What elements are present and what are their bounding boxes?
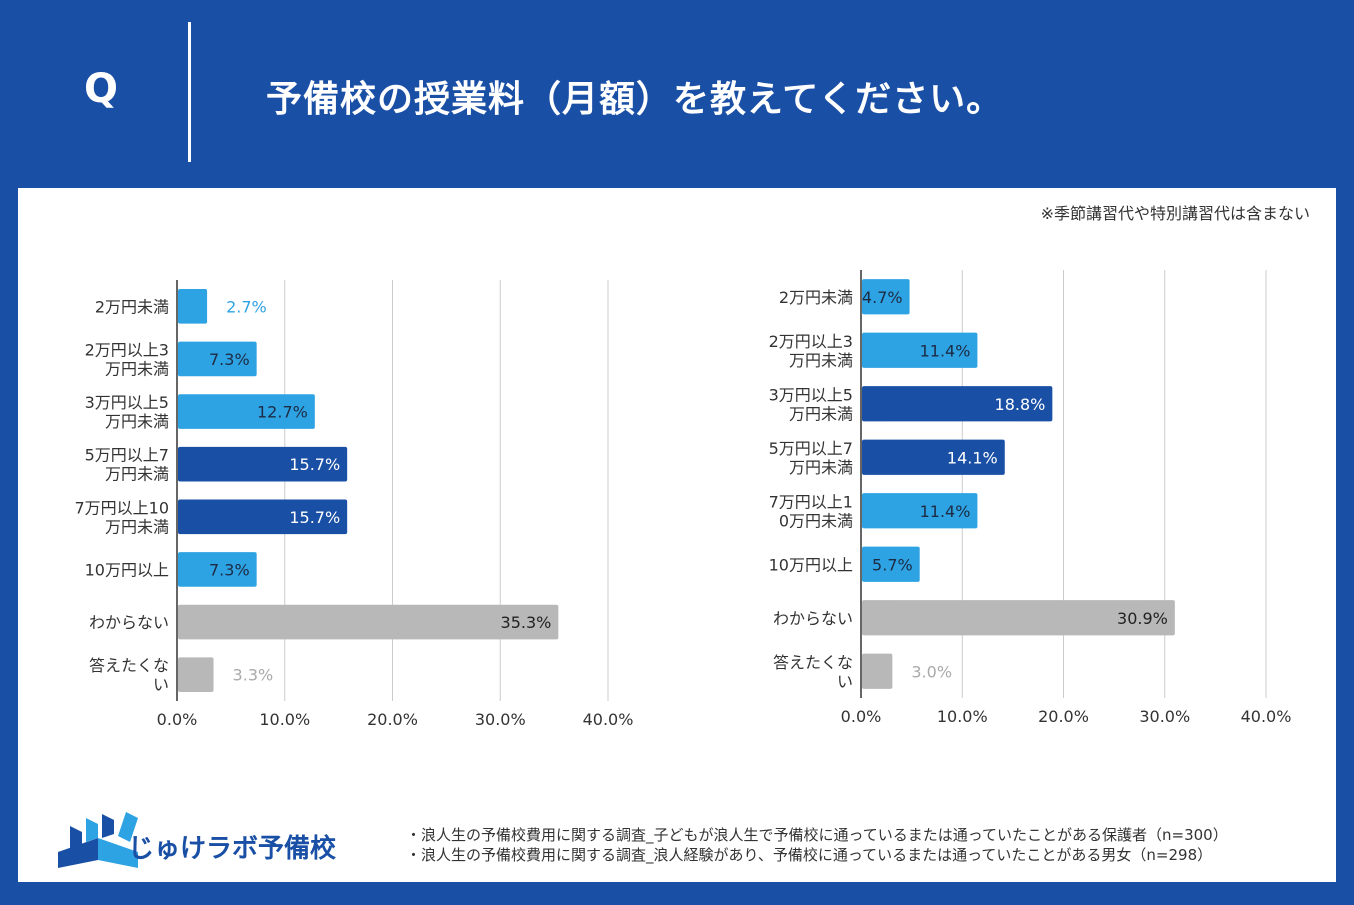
- value-label: 30.9%: [1117, 609, 1168, 628]
- category-label: 0万円未満: [779, 511, 853, 530]
- value-label: 5.7%: [872, 555, 913, 574]
- value-label: 18.8%: [995, 395, 1046, 414]
- bar: [178, 604, 559, 640]
- note-text: ※季節講習代や特別講習代は含まない: [1040, 204, 1310, 223]
- value-label: 15.7%: [289, 508, 340, 527]
- value-label: 11.4%: [920, 502, 971, 521]
- x-tick-label: 40.0%: [583, 710, 634, 729]
- x-tick-label: 20.0%: [367, 710, 418, 729]
- category-label: 万円未満: [105, 412, 169, 431]
- category-label: 5万円以上7: [85, 446, 169, 465]
- category-label: 答えたくな: [773, 653, 853, 672]
- category-label: 2万円未満: [95, 297, 169, 316]
- bar: [178, 341, 257, 377]
- bar: [862, 439, 1005, 475]
- category-label: わからない: [773, 609, 853, 628]
- chart-right: 0.0% 10.0% 20.0% 30.0% 40.0%2万円未満 4.7%2万円以上3万…: [769, 270, 1292, 726]
- value-label: 14.1%: [947, 448, 998, 467]
- bar: [178, 552, 257, 587]
- x-tick-label: 30.0%: [1139, 707, 1190, 726]
- source-line-2: ・浪人生の予備校費用に関する調査_浪人経験があり、予備校に通っているまたは通って…: [406, 846, 1213, 864]
- bar: [862, 386, 1053, 422]
- value-label: 15.7%: [289, 455, 340, 474]
- x-tick-label: 0.0%: [157, 710, 198, 729]
- header-divider: [188, 22, 191, 162]
- bar: [862, 600, 1175, 636]
- value-label: 11.4%: [920, 341, 971, 360]
- category-label: 万円未満: [105, 517, 169, 536]
- bar: [862, 653, 893, 689]
- bar: [178, 446, 348, 482]
- value-label: 12.7%: [257, 403, 308, 422]
- category-label: 万円未満: [105, 359, 169, 378]
- x-tick-label: 0.0%: [841, 707, 882, 726]
- x-tick-label: 30.0%: [475, 710, 526, 729]
- category-label: 万円未満: [789, 458, 853, 477]
- category-label: 2万円以上3: [769, 332, 853, 351]
- bar: [178, 499, 348, 535]
- x-tick-label: 20.0%: [1038, 707, 1089, 726]
- bar: [862, 332, 978, 368]
- category-label: 万円未満: [789, 404, 853, 423]
- category-label: い: [837, 672, 853, 691]
- bar: [862, 546, 920, 582]
- category-label: 3万円以上5: [85, 393, 169, 412]
- value-label: 7.3%: [209, 350, 250, 369]
- logo-text: じゅけラボ予備校: [128, 834, 337, 864]
- question-title: 予備校の授業料（月額）を教えてください。: [266, 79, 1004, 120]
- category-label: 7万円以上10: [74, 498, 169, 517]
- category-label: 答えたくな: [89, 656, 169, 675]
- category-label: い: [153, 675, 169, 694]
- bar: [862, 493, 978, 529]
- value-label: 2.7%: [226, 297, 267, 316]
- bar: [178, 394, 315, 429]
- bar: [178, 657, 214, 693]
- category-label: 2万円以上3: [85, 340, 169, 359]
- bar: [862, 279, 910, 315]
- bar: [178, 288, 208, 324]
- source-line-1: ・浪人生の予備校費用に関する調査_子どもが浪人生で予備校に通っているまたは通って…: [406, 826, 1228, 844]
- value-label: 3.3%: [233, 666, 274, 685]
- value-label: 4.7%: [862, 288, 903, 307]
- logo-icon: [58, 812, 138, 868]
- category-label: わからない: [89, 613, 169, 632]
- category-label: 万円未満: [789, 351, 853, 370]
- value-label: 3.0%: [911, 662, 952, 681]
- chart-left: 0.0% 10.0% 20.0% 30.0% 40.0%2万円未満 2.7%2万円以上3万…: [74, 280, 634, 729]
- category-label: 5万円以上7: [769, 439, 853, 458]
- chart-panel: ※季節講習代や特別講習代は含まない 0.0% 10.0% 20.0% 30.0% 40.…: [18, 188, 1336, 882]
- category-label: 10万円以上: [85, 560, 169, 579]
- value-label: 7.3%: [209, 560, 250, 579]
- category-label: 万円未満: [105, 465, 169, 484]
- category-label: 3万円以上5: [769, 385, 853, 404]
- x-tick-label: 40.0%: [1241, 707, 1292, 726]
- x-tick-label: 10.0%: [259, 710, 310, 729]
- category-label: 7万円以上1: [769, 492, 853, 511]
- category-label: 2万円未満: [779, 288, 853, 307]
- sources: ・浪人生の予備校費用に関する調査_子どもが浪人生で予備校に通っているまたは通って…: [406, 825, 1228, 865]
- header: Q 予備校の授業料（月額）を教えてください。: [0, 0, 1354, 188]
- q-label: Q: [84, 66, 119, 112]
- value-label: 35.3%: [501, 613, 552, 632]
- x-tick-label: 10.0%: [937, 707, 988, 726]
- category-label: 10万円以上: [769, 555, 853, 574]
